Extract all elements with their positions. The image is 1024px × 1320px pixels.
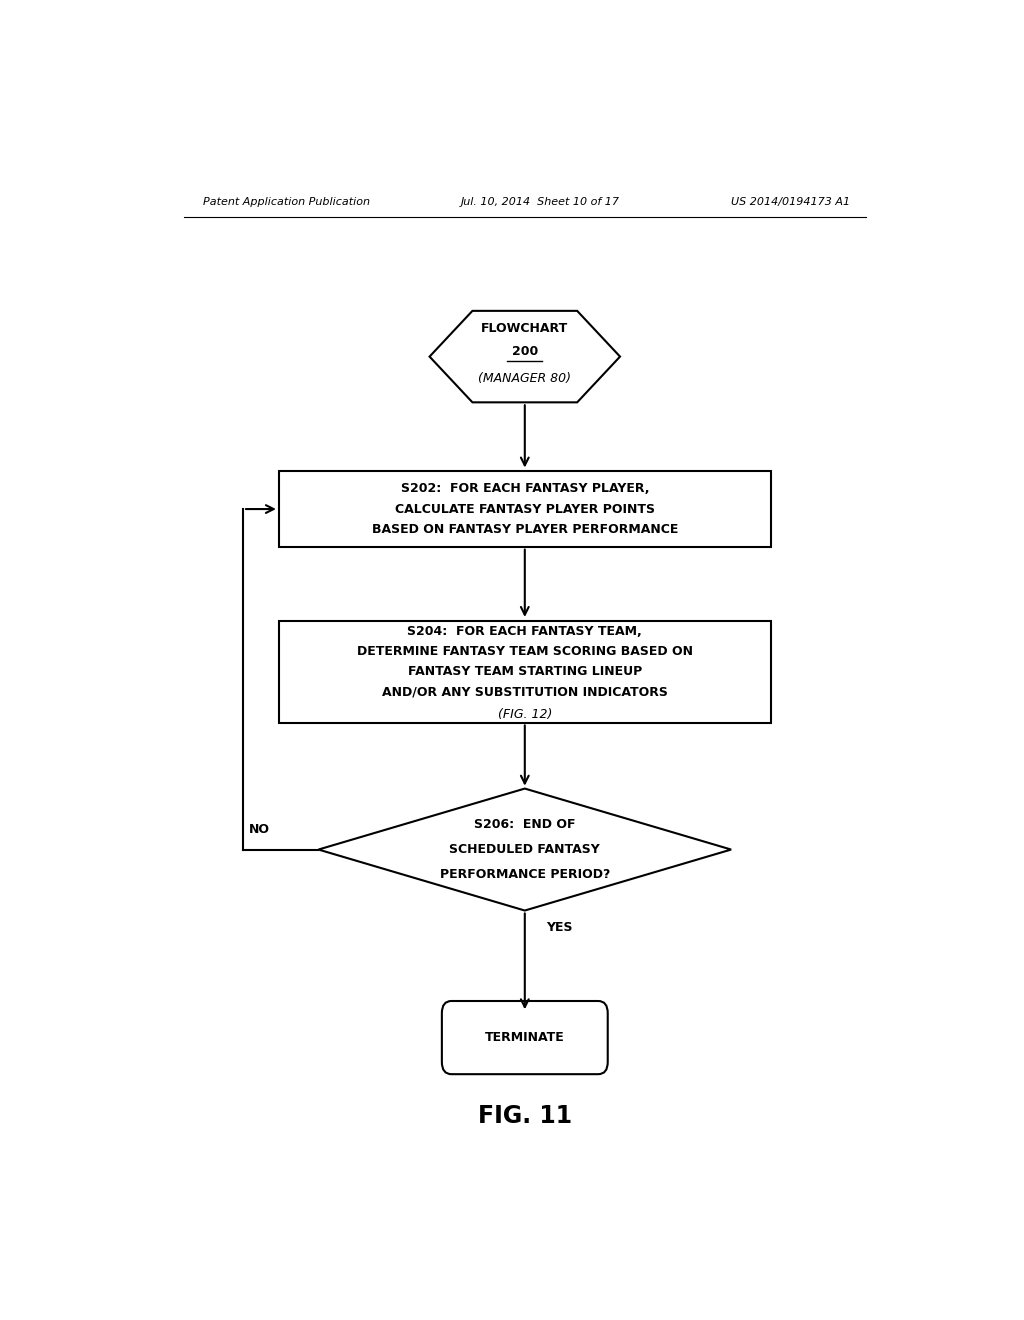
- Bar: [279, 471, 771, 548]
- Text: FANTASY TEAM STARTING LINEUP: FANTASY TEAM STARTING LINEUP: [408, 665, 642, 678]
- Text: PERFORMANCE PERIOD?: PERFORMANCE PERIOD?: [439, 869, 610, 882]
- Text: (FIG. 12): (FIG. 12): [498, 708, 552, 721]
- Text: S204:  FOR EACH FANTASY TEAM,: S204: FOR EACH FANTASY TEAM,: [408, 624, 642, 638]
- Text: S202:  FOR EACH FANTASY PLAYER,: S202: FOR EACH FANTASY PLAYER,: [400, 482, 649, 495]
- Text: SCHEDULED FANTASY: SCHEDULED FANTASY: [450, 843, 600, 857]
- Text: 200: 200: [512, 345, 538, 358]
- Text: CALCULATE FANTASY PLAYER POINTS: CALCULATE FANTASY PLAYER POINTS: [395, 503, 654, 516]
- Text: AND/OR ANY SUBSTITUTION INDICATORS: AND/OR ANY SUBSTITUTION INDICATORS: [382, 685, 668, 698]
- Text: FIG. 11: FIG. 11: [478, 1104, 571, 1127]
- Text: DETERMINE FANTASY TEAM SCORING BASED ON: DETERMINE FANTASY TEAM SCORING BASED ON: [356, 645, 693, 657]
- Text: US 2014/0194173 A1: US 2014/0194173 A1: [731, 197, 850, 207]
- Text: BASED ON FANTASY PLAYER PERFORMANCE: BASED ON FANTASY PLAYER PERFORMANCE: [372, 523, 678, 536]
- Bar: [279, 620, 771, 722]
- Text: S206:  END OF: S206: END OF: [474, 817, 575, 830]
- Text: NO: NO: [249, 822, 269, 836]
- Text: Patent Application Publication: Patent Application Publication: [204, 197, 371, 207]
- Text: (MANAGER 80): (MANAGER 80): [478, 372, 571, 385]
- Text: Jul. 10, 2014  Sheet 10 of 17: Jul. 10, 2014 Sheet 10 of 17: [461, 197, 621, 207]
- Text: FLOWCHART: FLOWCHART: [481, 322, 568, 335]
- Text: YES: YES: [546, 921, 572, 935]
- Text: TERMINATE: TERMINATE: [485, 1031, 564, 1044]
